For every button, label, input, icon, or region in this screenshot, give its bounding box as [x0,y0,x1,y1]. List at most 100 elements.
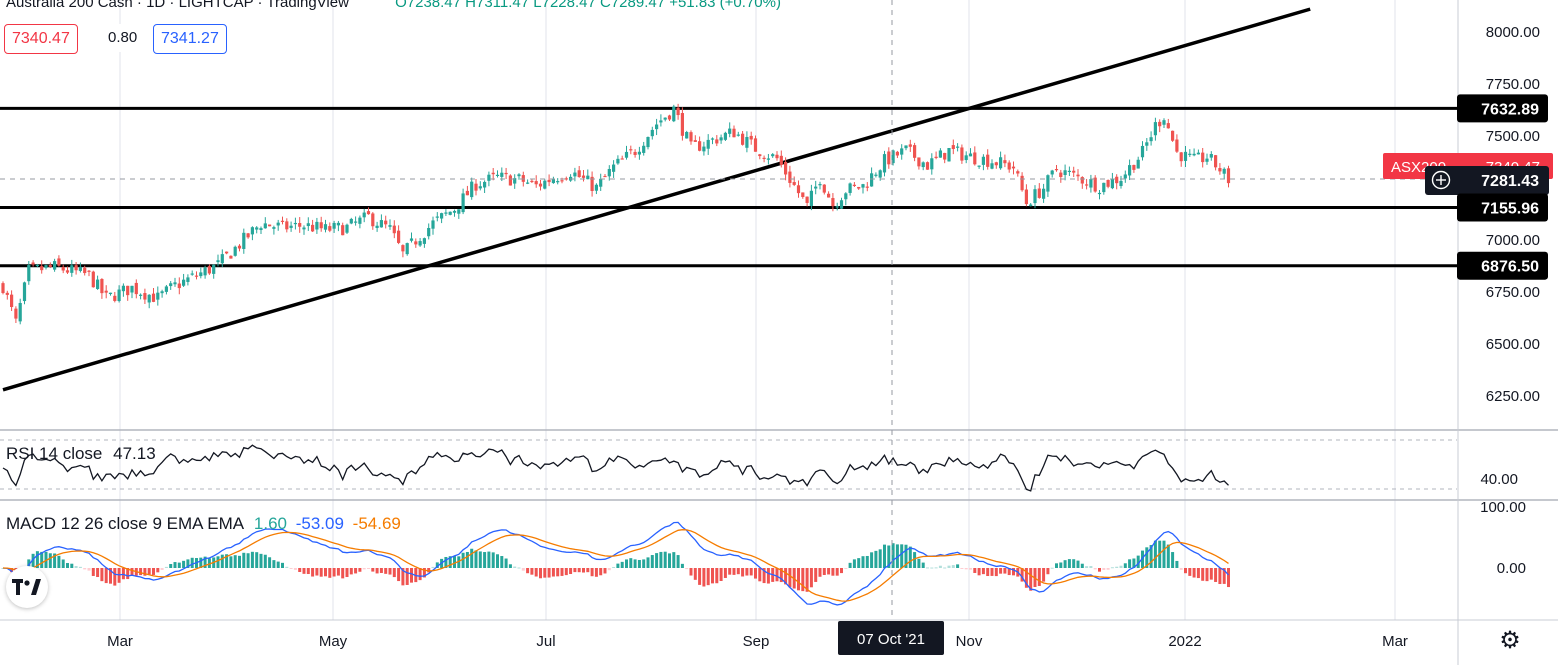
axis-badges: ASX2007340.477281.437632.897155.966876.5… [838,94,1553,655]
macd-histogram-bar [1175,560,1179,568]
price-axis-label[interactable]: 6250.00 [1486,388,1540,405]
macd-histogram-bar [973,568,977,573]
plus-circle-icon[interactable] [1431,170,1451,190]
time-axis-label[interactable]: 2022 [1168,633,1201,650]
candle [1042,183,1046,203]
macd-histogram-bar [779,568,783,583]
candle [250,226,254,241]
macd-histogram-bar [668,553,671,568]
candle-body [943,152,947,160]
time-axis-label[interactable]: Mar [107,633,133,650]
price-axis-label[interactable]: 6750.00 [1486,284,1540,301]
candle [14,306,18,324]
candle [551,176,555,184]
candle-body [779,155,783,165]
candle [280,216,285,225]
sell-price-button[interactable]: 7340.47 [4,24,78,54]
macd-histogram-bar [177,562,181,568]
candle [805,196,809,207]
macd-histogram-bar [629,558,633,568]
candle [22,281,27,305]
candle-body [164,286,168,292]
macd-histogram-bar [199,557,203,568]
macd-histogram-bar [534,568,538,577]
candle-body [263,223,267,229]
candle [943,152,947,164]
candle-body [547,179,551,183]
candle-body [792,182,796,185]
macd-histogram-bar [1136,555,1140,568]
trendline[interactable] [2,7,1311,392]
candle [508,174,512,186]
candle-body [818,184,822,186]
macd-histogram-bar [706,568,710,586]
candle [341,222,345,236]
macd-histogram-bar [1007,568,1011,576]
macd-histogram-bar [100,568,104,582]
candle [629,145,633,155]
price-axis-label[interactable]: 7000.00 [1486,232,1540,249]
buy-price-button[interactable]: 7341.27 [153,24,227,54]
candle-body [465,190,469,196]
level-price-label: 7155.96 [1481,201,1539,218]
candle [177,277,181,295]
candle-body [556,181,560,183]
candle [646,136,650,150]
candle-body [5,292,9,295]
candle-body [65,270,70,273]
candle [229,255,233,259]
candle [74,262,78,275]
cursor-price-label: 7281.43 [1481,173,1539,190]
time-axis-label[interactable]: Nov [956,633,983,650]
macd-histogram-bar [35,551,39,568]
candle-body [530,180,534,183]
macd-legend[interactable]: MACD 12 26 close 9 EMA EMA 1.60 -53.09 -… [6,514,401,534]
macd-histogram-bar [470,548,474,568]
macd-histogram-bar [676,555,680,568]
candle-body [809,190,813,206]
tradingview-logo[interactable] [6,566,48,608]
macd-histogram-bar [883,544,886,568]
macd-histogram-bar [543,568,547,578]
candle [848,182,852,196]
time-axis-label[interactable]: Sep [743,633,770,650]
candle-body [27,265,31,282]
candle-body [964,155,968,161]
horizontal-levels[interactable] [0,106,1457,268]
macd-axis-label[interactable]: 100.00 [1480,499,1526,516]
candle [1222,167,1226,179]
time-axis-label[interactable]: Mar [1382,633,1408,650]
price-axis-label[interactable]: 6500.00 [1486,336,1540,353]
candle-body [1136,159,1140,169]
candle [190,270,194,276]
candle [1166,118,1170,129]
gear-icon[interactable]: ⚙ [1499,627,1521,654]
candle-body [100,278,104,294]
candle [311,219,315,233]
macd-histogram-bar [1184,568,1187,574]
rsi-axis-label[interactable]: 40.00 [1480,471,1518,488]
macd-histogram-bar [465,551,469,568]
macd-histogram-bar [1098,568,1101,572]
time-axis[interactable]: Mar May Jul Sep Nov 2022 Mar [0,619,1558,650]
candle [1,281,5,295]
macd-histogram-bar [457,556,461,568]
macd-histogram-bar [1149,544,1153,568]
price-axis-label[interactable]: 7750.00 [1486,76,1540,93]
candle [633,149,637,158]
level-price-label: 6876.50 [1481,259,1539,276]
candle [315,217,319,234]
candle-body [418,241,422,246]
macd-histogram-bar [560,568,564,576]
candle [586,169,590,180]
macd-histogram-bar [143,568,147,576]
macd-axis-label[interactable]: 0.00 [1497,560,1526,577]
rsi-legend[interactable]: RSI 14 close 47.13 [6,444,156,464]
time-axis-label[interactable]: May [319,633,348,650]
price-axis-label[interactable]: 8000.00 [1486,24,1540,41]
price-axis-label[interactable]: 7500.00 [1486,128,1540,145]
macd-histogram-bar [1222,568,1226,584]
time-axis-label[interactable]: Jul [536,633,555,650]
candle [736,131,740,137]
